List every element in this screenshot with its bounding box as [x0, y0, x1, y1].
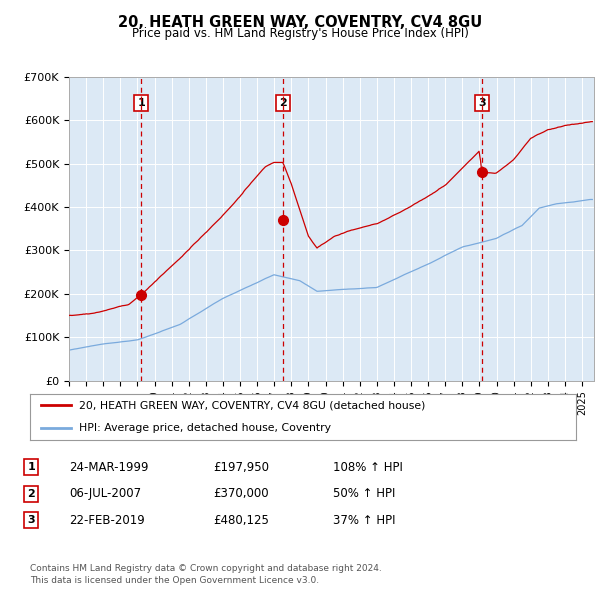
Text: £197,950: £197,950	[213, 461, 269, 474]
Text: Price paid vs. HM Land Registry's House Price Index (HPI): Price paid vs. HM Land Registry's House …	[131, 27, 469, 40]
Text: £480,125: £480,125	[213, 514, 269, 527]
Text: 50% ↑ HPI: 50% ↑ HPI	[333, 487, 395, 500]
Text: 20, HEATH GREEN WAY, COVENTRY, CV4 8GU (detached house): 20, HEATH GREEN WAY, COVENTRY, CV4 8GU (…	[79, 401, 425, 411]
Text: HPI: Average price, detached house, Coventry: HPI: Average price, detached house, Cove…	[79, 423, 331, 433]
Text: 22-FEB-2019: 22-FEB-2019	[69, 514, 145, 527]
Text: 1: 1	[28, 463, 35, 472]
Text: 20, HEATH GREEN WAY, COVENTRY, CV4 8GU: 20, HEATH GREEN WAY, COVENTRY, CV4 8GU	[118, 15, 482, 30]
Text: 37% ↑ HPI: 37% ↑ HPI	[333, 514, 395, 527]
Text: 3: 3	[478, 98, 485, 108]
Text: £370,000: £370,000	[213, 487, 269, 500]
Text: 108% ↑ HPI: 108% ↑ HPI	[333, 461, 403, 474]
Text: 3: 3	[28, 516, 35, 525]
Text: 1: 1	[137, 98, 145, 108]
Text: Contains HM Land Registry data © Crown copyright and database right 2024.
This d: Contains HM Land Registry data © Crown c…	[30, 565, 382, 585]
Text: 2: 2	[28, 489, 35, 499]
Text: 24-MAR-1999: 24-MAR-1999	[69, 461, 149, 474]
Text: 06-JUL-2007: 06-JUL-2007	[69, 487, 141, 500]
Text: 2: 2	[279, 98, 287, 108]
